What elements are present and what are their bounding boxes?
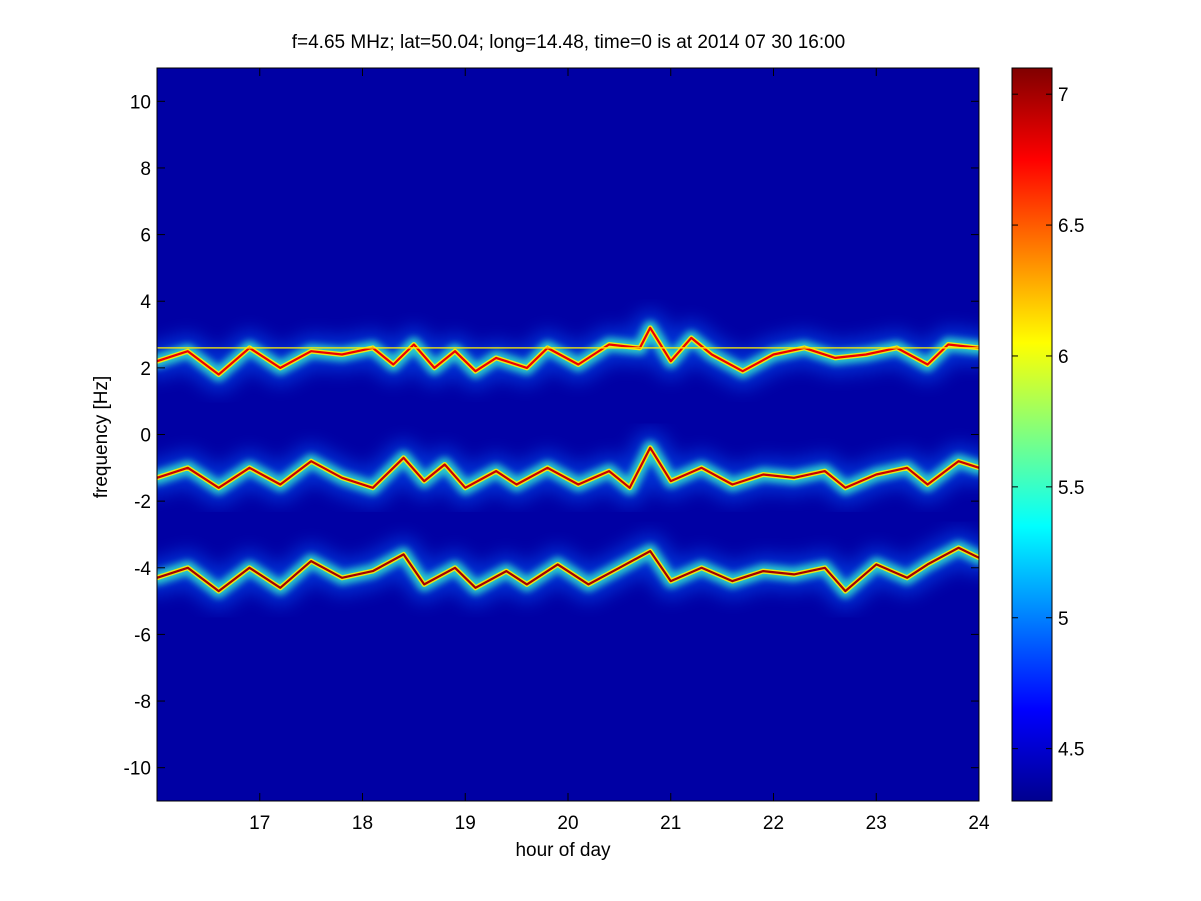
x-tick-label: 22 [763,813,784,834]
plot-area [156,67,980,802]
y-tick-label: 0 [140,426,151,447]
x-tick-label: 20 [557,813,578,834]
y-tick-label: -2 [134,492,151,513]
doppler-traces [157,310,979,609]
colorbar-tick-label: 5.5 [1058,478,1084,499]
colorbar-tick-label: 5 [1058,609,1069,630]
y-tick-label: 4 [140,292,151,313]
x-axis-label: hour of day [515,840,611,861]
y-tick-label: 2 [140,359,151,380]
x-tick-label: 21 [660,813,681,834]
trace-0 [157,310,979,392]
x-tick-label: 19 [455,813,476,834]
x-tick-label: 23 [866,813,887,834]
trace-core [157,446,979,489]
y-tick-label: 10 [130,92,151,113]
x-tick-label: 24 [968,813,990,834]
trace-1 [157,430,979,505]
x-tick-label: 17 [249,813,270,834]
y-tick-label: -6 [134,625,151,646]
trace-core [157,546,979,593]
colorbar-tick-label: 7 [1058,85,1069,106]
colorbar-tick-label: 6 [1058,347,1069,368]
y-tick-label: 6 [140,226,151,247]
colorbar-tick-label: 4.5 [1058,740,1084,761]
x-tick-label: 18 [352,813,373,834]
trace-core [157,326,979,376]
y-axis-label: frequency [Hz] [91,376,112,499]
y-tick-label: -8 [134,692,151,713]
colorbar [1011,67,1053,802]
y-tick-label: -10 [124,759,151,780]
colorbar-tick-label: 6.5 [1058,216,1084,237]
y-tick-label: 8 [140,159,151,180]
chart-title: f=4.65 MHz; lat=50.04; long=14.48, time=… [291,32,846,53]
trace-2 [157,530,979,609]
y-tick-label: -4 [134,559,151,580]
y-axis-ticks: 10 8 6 4 2 0 -2 -4 -6 -8 -10 [124,92,979,780]
x-axis-ticks: 17 18 19 20 21 22 23 24 [249,68,990,834]
colorbar-ticks: 7 6.5 6 5.5 5 4.5 [1012,85,1084,761]
